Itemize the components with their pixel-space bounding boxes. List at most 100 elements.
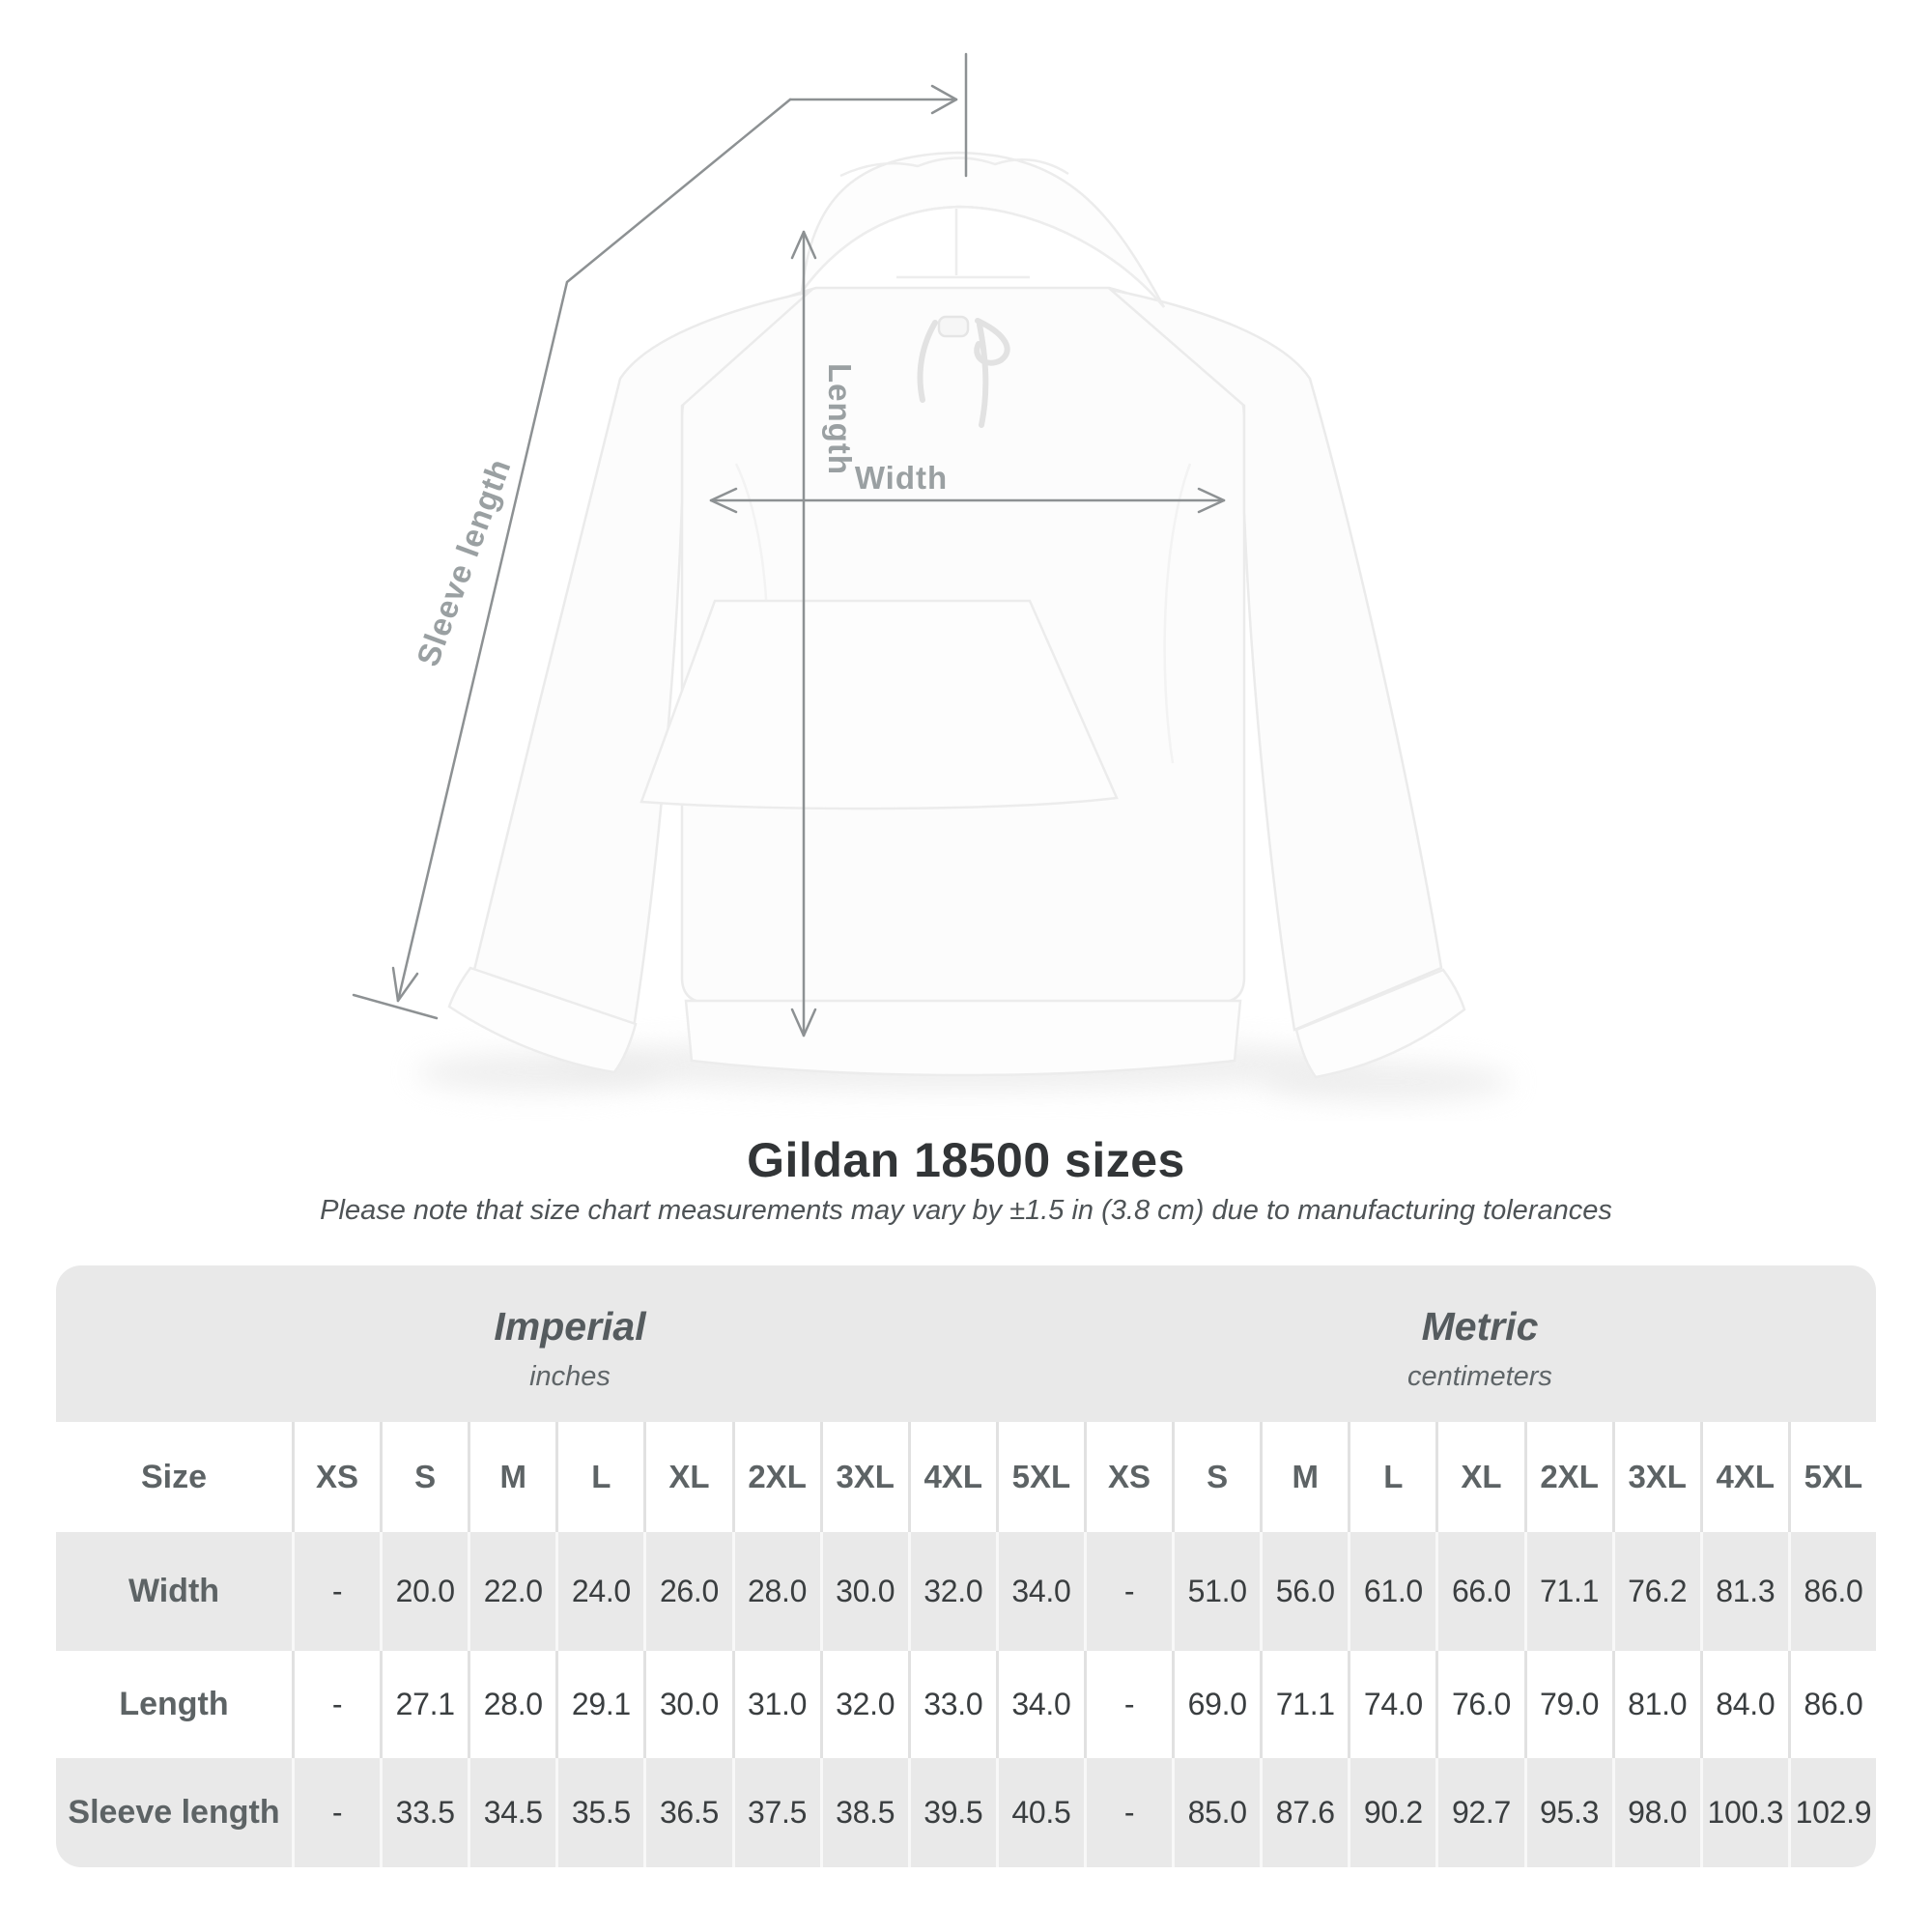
value-cell: 74.0: [1348, 1651, 1436, 1758]
width-label: Width: [855, 460, 948, 496]
value-cell: 35.5: [555, 1758, 644, 1867]
size-header-metric-3xl: 3XL: [1611, 1422, 1700, 1532]
value-cell: 28.0: [731, 1532, 820, 1651]
value-cell: -: [292, 1532, 381, 1651]
value-cell: 95.3: [1523, 1758, 1612, 1867]
value-cell: -: [1084, 1758, 1173, 1867]
value-cell: 24.0: [555, 1532, 644, 1651]
row-label-width: Width: [56, 1532, 292, 1651]
hoodie-photo: [447, 151, 1466, 1079]
sleeve-length-arrow: [352, 52, 968, 1020]
value-cell: 34.0: [995, 1651, 1084, 1758]
value-cell: 100.3: [1699, 1758, 1788, 1867]
size-header-imperial-s: S: [380, 1422, 469, 1532]
value-cell: 90.2: [1348, 1758, 1436, 1867]
value-cell: 87.6: [1260, 1758, 1349, 1867]
size-header-imperial-2xl: 2XL: [731, 1422, 820, 1532]
value-cell: 36.5: [643, 1758, 732, 1867]
value-cell: 30.0: [819, 1532, 908, 1651]
imperial-label: Imperial: [494, 1304, 646, 1349]
value-cell: 84.0: [1699, 1651, 1788, 1758]
size-header-imperial-4xl: 4XL: [907, 1422, 996, 1532]
hoodie-left-sleeve: [471, 289, 814, 1030]
value-cell: 81.0: [1611, 1651, 1700, 1758]
value-cell: 26.0: [643, 1532, 732, 1651]
size-header-imperial-3xl: 3XL: [819, 1422, 908, 1532]
size-column-header: Size: [56, 1422, 292, 1532]
value-cell: 34.0: [995, 1532, 1084, 1651]
size-header-imperial-xs: XS: [292, 1422, 381, 1532]
value-cell: 98.0: [1611, 1758, 1700, 1867]
value-cell: 76.0: [1435, 1651, 1524, 1758]
value-cell: 39.5: [907, 1758, 996, 1867]
size-header-metric-m: M: [1260, 1422, 1349, 1532]
value-cell: 20.0: [380, 1532, 469, 1651]
hoodie-left-cuff: [447, 966, 638, 1074]
value-cell: -: [1084, 1651, 1173, 1758]
imperial-unit: inches: [529, 1361, 611, 1392]
size-header-metric-s: S: [1172, 1422, 1261, 1532]
value-cell: 32.0: [819, 1651, 908, 1758]
value-cell: 51.0: [1172, 1532, 1261, 1651]
value-cell: 79.0: [1523, 1651, 1612, 1758]
value-cell: 102.9: [1787, 1758, 1876, 1867]
value-cell: 66.0: [1435, 1532, 1524, 1651]
size-header-metric-xl: XL: [1435, 1422, 1524, 1532]
value-cell: 37.5: [731, 1758, 820, 1867]
size-header-imperial-5xl: 5XL: [995, 1422, 1084, 1532]
size-table: Imperial inches Metric centimeters Size …: [56, 1265, 1876, 1867]
drawstring-knot: [937, 315, 970, 338]
value-cell: -: [292, 1758, 381, 1867]
value-cell: 30.0: [643, 1651, 732, 1758]
metric-unit: centimeters: [1407, 1361, 1552, 1392]
size-header-imperial-l: L: [555, 1422, 644, 1532]
value-cell: 32.0: [907, 1532, 996, 1651]
value-cell: 61.0: [1348, 1532, 1436, 1651]
length-label: Length: [822, 363, 858, 475]
value-cell: -: [292, 1651, 381, 1758]
value-cell: 34.5: [468, 1758, 556, 1867]
imperial-group-header: Imperial inches: [56, 1265, 1084, 1422]
value-cell: 33.5: [380, 1758, 469, 1867]
hoodie-drawstrings: [917, 315, 1010, 428]
value-cell: 40.5: [995, 1758, 1084, 1867]
metric-group-header: Metric centimeters: [1084, 1265, 1876, 1422]
metric-label: Metric: [1421, 1304, 1539, 1349]
value-cell: 22.0: [468, 1532, 556, 1651]
value-cell: 33.0: [907, 1651, 996, 1758]
value-cell: 38.5: [819, 1758, 908, 1867]
hoodie-right-sleeve: [1106, 287, 1443, 1032]
row-label-length: Length: [56, 1651, 292, 1758]
value-cell: 31.0: [731, 1651, 820, 1758]
tolerance-note: Please note that size chart measurements…: [320, 1195, 1612, 1226]
width-arrow: [709, 487, 1226, 514]
value-cell: 92.7: [1435, 1758, 1524, 1867]
value-cell: 86.0: [1787, 1532, 1876, 1651]
size-table-grid: Imperial inches Metric centimeters Size …: [56, 1265, 1876, 1867]
size-header-metric-4xl: 4XL: [1699, 1422, 1788, 1532]
value-cell: 28.0: [468, 1651, 556, 1758]
page-title: Gildan 18500 sizes: [747, 1133, 1185, 1187]
value-cell: 29.1: [555, 1651, 644, 1758]
value-cell: 71.1: [1260, 1651, 1349, 1758]
size-header-metric-l: L: [1348, 1422, 1436, 1532]
hoodie-pocket: [639, 599, 1119, 810]
size-header-imperial-m: M: [468, 1422, 556, 1532]
value-cell: 86.0: [1787, 1651, 1876, 1758]
value-cell: 27.1: [380, 1651, 469, 1758]
size-header-metric-xs: XS: [1084, 1422, 1173, 1532]
hoodie-hem: [684, 999, 1242, 1077]
hoodie-right-cuff: [1294, 968, 1466, 1079]
length-arrow: [790, 230, 817, 1037]
value-cell: 85.0: [1172, 1758, 1261, 1867]
value-cell: 69.0: [1172, 1651, 1261, 1758]
hoodie-measurement-diagram: Length Width Sleeve length: [352, 52, 1512, 1101]
size-header-imperial-xl: XL: [643, 1422, 732, 1532]
value-cell: 71.1: [1523, 1532, 1612, 1651]
size-header-metric-2xl: 2XL: [1523, 1422, 1612, 1532]
value-cell: -: [1084, 1532, 1173, 1651]
value-cell: 76.2: [1611, 1532, 1700, 1651]
value-cell: 81.3: [1699, 1532, 1788, 1651]
hoodie-diagram-svg: Length Width Sleeve length: [352, 52, 1512, 1101]
